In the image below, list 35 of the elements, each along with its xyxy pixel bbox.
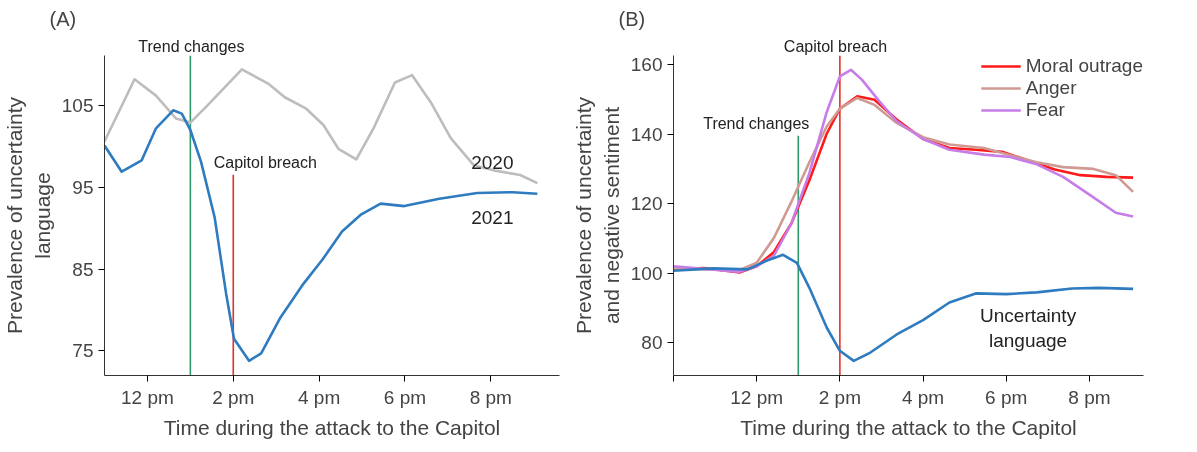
y-tick-label: 140 xyxy=(630,123,663,145)
ref-line-label: Trend changes xyxy=(138,37,245,55)
x-tick-label: 12 pm xyxy=(121,386,174,408)
ref-line-label: Capitol breach xyxy=(783,37,888,55)
x-axis-title: Time during the attack to the Capitol xyxy=(163,415,501,439)
chart-title: (B) xyxy=(618,7,646,30)
legend-label: Fear xyxy=(1025,99,1065,121)
x-tick-label: 4 pm xyxy=(901,386,945,408)
chart-title: (A) xyxy=(49,7,77,30)
x-tick-label: 6 pm xyxy=(985,386,1028,408)
y-tick-label: 160 xyxy=(630,54,663,76)
x-tick-label: 2 pm xyxy=(212,386,255,408)
x-tick-label: 2 pm xyxy=(818,386,861,408)
y-axis-title: Prevalence of uncertainty and negative sentiment xyxy=(572,96,623,334)
series-label: 2021 xyxy=(471,206,514,228)
y-tick-label: 95 xyxy=(72,176,94,198)
y-tick-label: 120 xyxy=(630,193,663,215)
y-axis-title: Prevalence of uncertainty language xyxy=(3,96,54,334)
ref-line-label: Capitol breach xyxy=(213,153,317,171)
ref-line-label: Trend changes xyxy=(703,114,810,132)
series-label: 2020 xyxy=(471,152,514,174)
legend-label: Moral outrage xyxy=(1025,55,1143,77)
y-tick-label: 105 xyxy=(61,94,94,116)
legend-label: Anger xyxy=(1025,77,1077,99)
y-tick-label: 100 xyxy=(630,262,663,284)
x-tick-label: 8 pm xyxy=(1068,386,1111,408)
x-tick-label: 12 pm xyxy=(730,386,784,408)
y-tick-label: 85 xyxy=(72,258,94,280)
x-tick-label: 4 pm xyxy=(298,386,341,408)
series-label: Uncertainty language xyxy=(980,304,1077,351)
x-axis-title: Time during the attack to the Capitol xyxy=(740,415,1077,439)
y-tick-label: 75 xyxy=(72,340,94,362)
x-tick-label: 6 pm xyxy=(383,386,427,408)
y-tick-label: 80 xyxy=(641,332,663,354)
x-tick-label: 8 pm xyxy=(469,386,512,408)
